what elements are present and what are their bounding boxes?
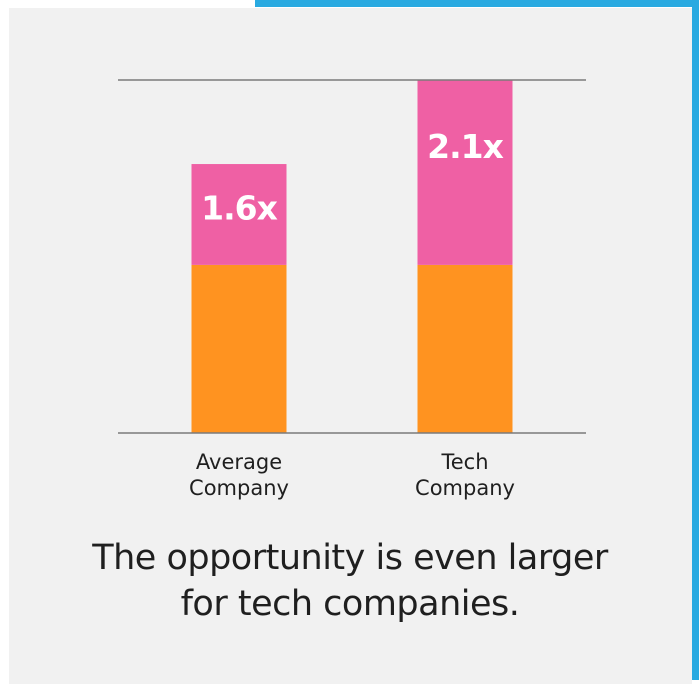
top-accent-bar xyxy=(255,0,699,7)
chart-card xyxy=(9,8,692,684)
bar-segment-base-0 xyxy=(191,264,287,433)
data-label-1: 2.1x xyxy=(427,127,503,166)
category-label-0-line-1: Average xyxy=(196,450,282,474)
caption-line-1: The opportunity is even larger xyxy=(92,538,608,578)
bar-segment-uplift-1 xyxy=(417,80,513,265)
right-accent-bar xyxy=(692,0,699,680)
data-label-0: 1.6x xyxy=(201,189,277,228)
category-label-0-line-2: Company xyxy=(189,476,289,500)
caption-line-2: for tech companies. xyxy=(180,584,520,624)
bar-segment-base-1 xyxy=(417,264,513,433)
category-label-1-line-1: Tech xyxy=(440,450,488,474)
bar-segment-uplift-0 xyxy=(191,164,287,265)
category-label-1-line-2: Company xyxy=(415,476,515,500)
